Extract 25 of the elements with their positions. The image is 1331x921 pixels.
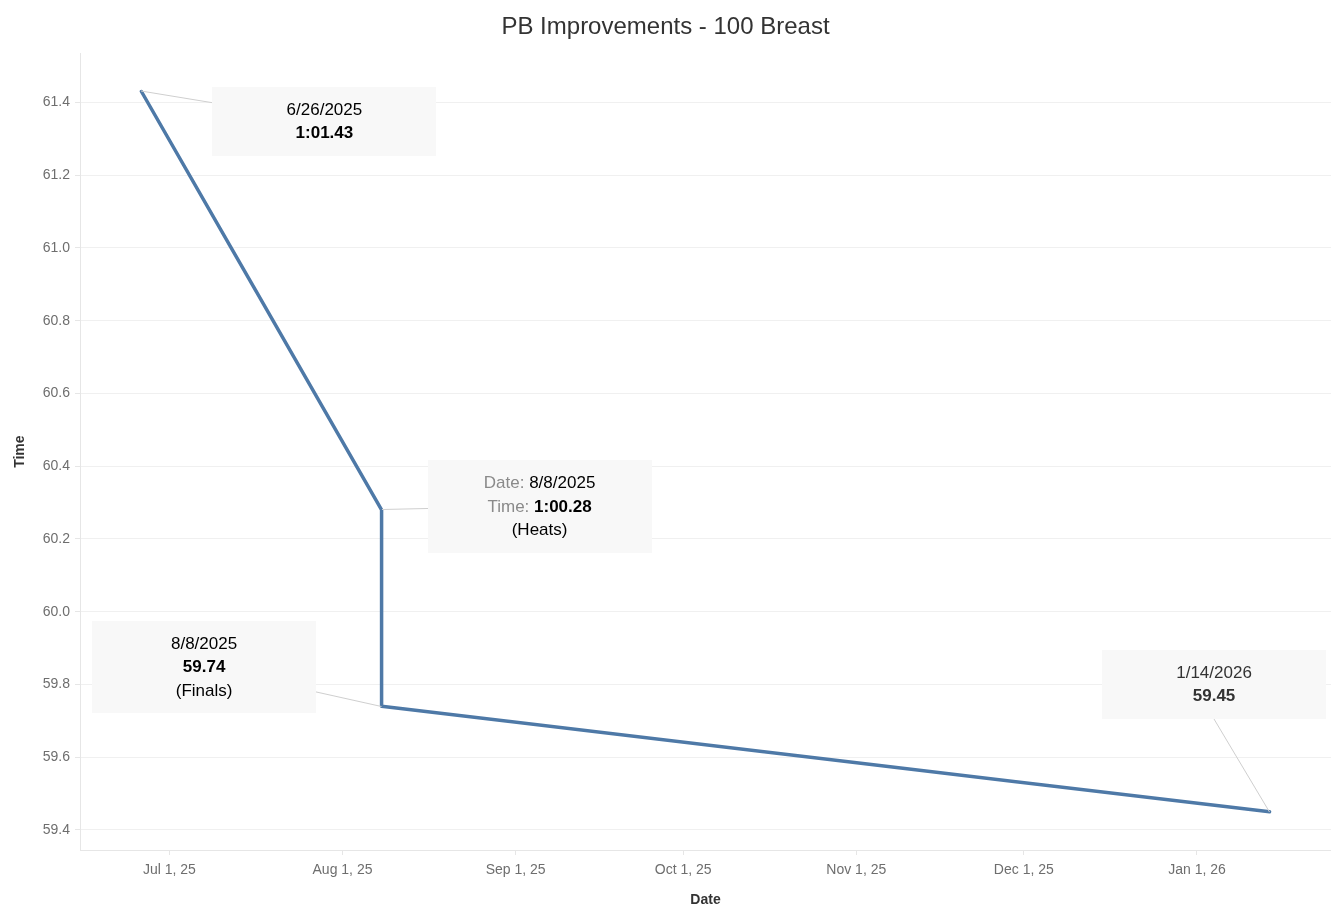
x-tick-label: Oct 1, 25 <box>654 861 712 878</box>
y-tick-label: 60.4 <box>42 457 71 474</box>
x-tick-label: Jul 1, 25 <box>142 861 197 878</box>
x-tick-label: Nov 1, 25 <box>826 861 887 878</box>
y-tick-label: 60.2 <box>42 529 71 546</box>
x-tick-label: Dec 1, 25 <box>993 861 1054 878</box>
annotation: 8/8/2025 59.74 (Finals) <box>170 633 238 700</box>
y-tick-label: 60.0 <box>42 602 71 619</box>
x-tick-label: Aug 1, 25 <box>312 861 373 878</box>
annotation: 6/26/2025 1:01.43 <box>286 99 363 143</box>
x-tick-label: Jan 1, 26 <box>1168 861 1226 878</box>
y-tick-label: 59.4 <box>42 820 71 837</box>
y-axis-title: Time <box>11 435 28 468</box>
x-axis-title: Date <box>690 891 721 908</box>
y-tick-label: 61.2 <box>42 166 71 183</box>
y-tick-label: 60.8 <box>42 311 71 328</box>
y-tick-label: 59.6 <box>42 748 71 765</box>
y-tick-label: 59.8 <box>42 675 71 692</box>
x-tick-label: Sep 1, 25 <box>485 861 546 878</box>
y-tick-label: 61.4 <box>42 93 71 110</box>
annotation: Date: 8/8/2025 Time: 1:00.28 (Heats) <box>483 473 596 540</box>
chart-title: PB Improvements - 100 Breast <box>501 12 830 40</box>
annotation: 1/14/2026 59.45 <box>1176 662 1252 706</box>
y-tick-label: 61.0 <box>42 238 71 255</box>
y-tick-label: 60.6 <box>42 384 71 401</box>
